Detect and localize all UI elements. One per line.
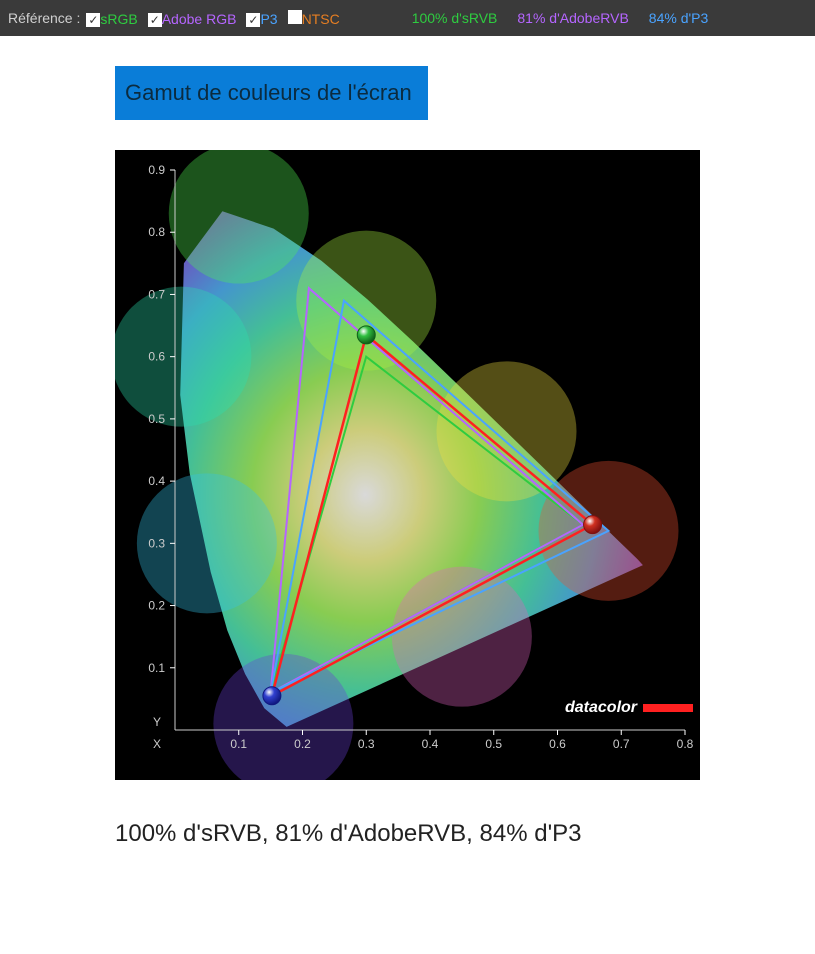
chromaticity-chart: 0.1 0.2 0.3 0.4 0.5 0.6 0.7 0.8 0.1 0.2 0.3 0.4 0.5 0…: [115, 150, 700, 780]
svg-text:0.2: 0.2: [148, 599, 165, 613]
chart-svg: 0.1 0.2 0.3 0.4 0.5 0.6 0.7 0.8 0.1 0.2 0.3 0.4 0.5 0…: [115, 150, 700, 780]
svg-text:0.7: 0.7: [613, 737, 630, 751]
svg-text:Y: Y: [153, 715, 161, 729]
page-title: Gamut de couleurs de l'écran: [115, 66, 428, 120]
svg-text:0.5: 0.5: [148, 412, 165, 426]
svg-text:0.6: 0.6: [148, 350, 165, 364]
svg-text:0.7: 0.7: [148, 287, 165, 301]
svg-text:0.4: 0.4: [422, 737, 439, 751]
checkbox-label: sRGB: [100, 11, 137, 27]
svg-text:0.3: 0.3: [148, 536, 165, 550]
svg-text:X: X: [153, 737, 161, 751]
reference-toolbar: Référence : ✓sRGB✓Adobe RGB✓P3NTSC 100% …: [0, 0, 815, 36]
checkbox-label: P3: [260, 11, 277, 27]
svg-text:0.8: 0.8: [677, 737, 694, 751]
checkbox-label: NTSC: [302, 11, 340, 27]
svg-text:0.5: 0.5: [485, 737, 502, 751]
content-area: Gamut de couleurs de l'écran 0.10.20.30.…: [0, 36, 815, 848]
checkbox-ntsc[interactable]: [288, 10, 302, 24]
svg-text:0.8: 0.8: [148, 225, 165, 239]
svg-text:0.4: 0.4: [148, 474, 165, 488]
checkbox-adobe-rgb[interactable]: ✓: [148, 13, 162, 27]
checkbox-p3[interactable]: ✓: [246, 13, 260, 27]
coverage-stat: 81% d'AdobeRVB: [517, 10, 628, 26]
svg-text:0.1: 0.1: [148, 661, 165, 675]
svg-text:datacolor: datacolor: [565, 699, 638, 716]
svg-text:0.6: 0.6: [549, 737, 566, 751]
svg-text:0.2: 0.2: [294, 737, 311, 751]
caption-text: 100% d'sRVB, 81% d'AdobeRVB, 84% d'P3: [115, 820, 815, 848]
checkbox-srgb[interactable]: ✓: [86, 13, 100, 27]
svg-text:0.9: 0.9: [148, 163, 165, 177]
reference-label: Référence :: [8, 10, 80, 26]
svg-text:0.1: 0.1: [230, 737, 247, 751]
coverage-stat: 100% d'sRVB: [412, 10, 498, 26]
svg-text:0.3: 0.3: [358, 737, 375, 751]
coverage-stat: 84% d'P3: [649, 10, 709, 26]
checkbox-label: Adobe RGB: [162, 11, 237, 27]
